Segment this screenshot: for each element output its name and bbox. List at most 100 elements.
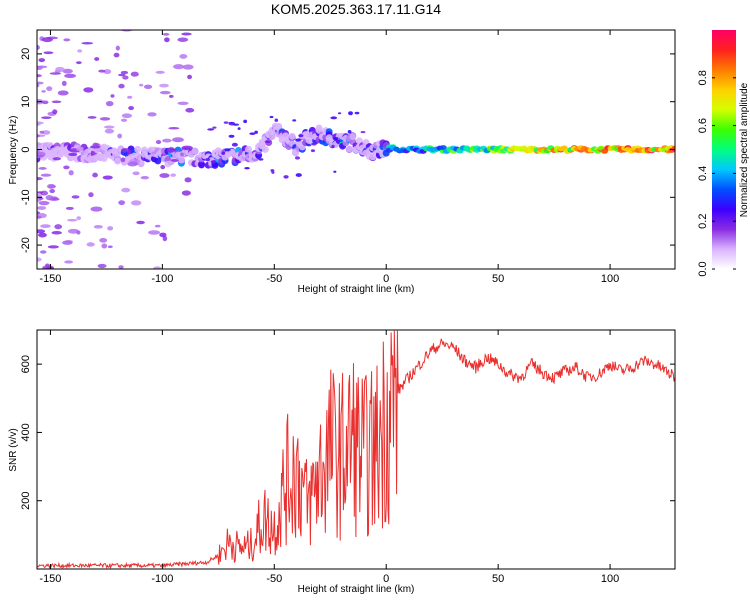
heatmap-speckle [310, 149, 316, 153]
heatmap-speckle [270, 169, 275, 172]
heatmap-speckle [76, 146, 84, 152]
heatmap-cell [275, 122, 283, 130]
heatmap-cell [211, 161, 219, 169]
heatmap-speckle [173, 64, 185, 70]
heatmap-speckle [179, 152, 185, 157]
heatmap-speckle [122, 75, 129, 80]
heatmap-speckle [237, 127, 241, 130]
heatmap-speckle [283, 175, 289, 179]
heatmap-speckle [159, 90, 171, 95]
snr-x-ticks: -150 -100 -50 0 50 100 [39, 330, 619, 585]
heatmap-speckle [57, 90, 69, 96]
heatmap-speckle [244, 167, 250, 170]
heatmap-y-ticks: -20 -10 0 10 20 [20, 48, 675, 253]
heatmap-speckle [68, 170, 74, 176]
x-tick-label: 0 [383, 273, 389, 285]
x-tick-label: 50 [492, 573, 504, 585]
heatmap-x-ticks: -150 -100 -50 0 50 100 [39, 30, 619, 285]
heatmap-speckle [94, 57, 100, 61]
heatmap-speckle [330, 116, 338, 120]
heatmap-speckle [311, 142, 317, 146]
heatmap-speckle [71, 195, 80, 199]
heatmap-speckle [181, 145, 193, 151]
heatmap-speckle [294, 156, 301, 160]
heatmap-speckle [107, 226, 114, 231]
heatmap-speckle [258, 158, 264, 161]
heatmap-speckle [37, 81, 44, 85]
heatmap-speckle [205, 158, 211, 162]
heatmap-speckle [40, 250, 47, 254]
colorbar-tick-label: 0.4 [697, 166, 709, 181]
heatmap-speckle [120, 70, 129, 75]
heatmap-speckle [264, 140, 271, 143]
heatmap-speckle [181, 32, 192, 36]
colorbar: 0.0 0.2 0.4 0.6 0.8 Normalized spectral ampl… [697, 30, 750, 277]
snr-frame [36, 329, 676, 570]
heatmap-speckle [61, 80, 67, 87]
heatmap-speckle [121, 187, 131, 193]
x-tick-label: 0 [383, 573, 389, 585]
heatmap-cell [198, 160, 206, 168]
heatmap-speckle [37, 74, 42, 78]
heatmap-speckle [160, 165, 166, 170]
snr-x-label: Height of straight line (km) [298, 584, 415, 595]
heatmap-cell [191, 147, 199, 155]
y-tick-label: 200 [20, 492, 32, 510]
snr-y-label: SNR (v/v) [8, 428, 19, 471]
heatmap-speckle [224, 148, 231, 152]
heatmap-y-label: Frequency (Hz) [8, 116, 19, 185]
heatmap-speckle [170, 173, 176, 177]
heatmap-speckle [113, 52, 120, 58]
heatmap-speckle [102, 175, 113, 180]
heatmap-speckle [120, 118, 128, 122]
x-tick-label: -100 [151, 573, 173, 585]
heatmap-speckle [103, 69, 112, 75]
heatmap-speckle [131, 200, 142, 206]
heatmap-speckle [92, 142, 99, 148]
heatmap-speckle [182, 64, 194, 70]
heatmap-speckle [147, 112, 157, 117]
heatmap-speckle [162, 138, 172, 143]
heatmap-speckle [118, 73, 126, 77]
heatmap-speckle [164, 37, 170, 43]
heatmap-speckle [168, 126, 180, 130]
heatmap-speckle [231, 142, 238, 147]
heatmap-speckle [81, 42, 94, 45]
heatmap-speckle [243, 119, 248, 124]
heatmap-cell [114, 157, 122, 165]
heatmap-speckle [37, 134, 41, 138]
heatmap-speckle [159, 83, 169, 88]
snr-y-ticks: 200 400 600 [20, 355, 675, 510]
heatmap-speckle [63, 165, 70, 170]
heatmap-speckle [164, 156, 171, 162]
heatmap-cell [177, 156, 185, 164]
heatmap-speckle [54, 224, 63, 230]
heatmap-speckle [155, 139, 162, 145]
heatmap-speckle [103, 125, 115, 129]
heatmap-speckle [159, 173, 170, 178]
y-tick-label: 0 [20, 146, 32, 152]
y-tick-label: 600 [20, 355, 32, 373]
heatmap-speckle [249, 132, 256, 136]
heatmap-speckle [126, 95, 133, 99]
heatmap-speckle [360, 131, 366, 134]
heatmap-speckle [52, 109, 58, 115]
heatmap-speckle [98, 69, 106, 73]
heatmap-speckle [41, 130, 51, 135]
heatmap-speckle [52, 157, 62, 161]
heatmap-speckle [62, 68, 73, 74]
heatmap-speckle [177, 101, 189, 105]
y-tick-label: 20 [20, 48, 32, 60]
heatmap-speckle [333, 170, 337, 173]
heatmap-speckle [170, 158, 179, 162]
heatmap-speckle [120, 157, 126, 163]
heatmap-speckle [347, 130, 352, 134]
snr-series-line [37, 330, 675, 569]
heatmap-speckle [97, 263, 107, 269]
x-tick-label: -100 [151, 273, 173, 285]
heatmap-speckle [99, 237, 108, 243]
heatmap-speckle [104, 128, 114, 134]
heatmap-speckle [68, 152, 78, 157]
heatmap-speckle [37, 65, 48, 69]
